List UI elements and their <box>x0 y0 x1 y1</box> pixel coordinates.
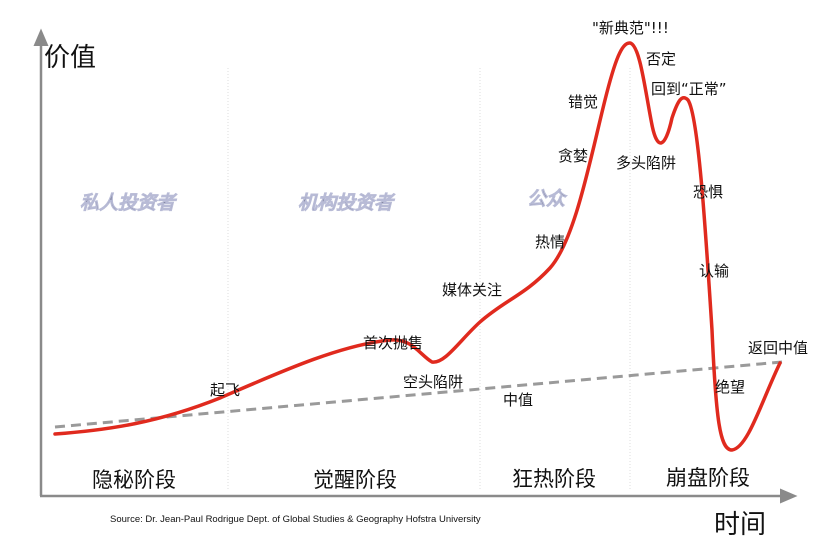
label-bull-trap: 多头陷阱 <box>616 154 676 172</box>
stage-awareness: 觉醒阶段 <box>313 468 397 492</box>
label-return-normal: 回到“正常” <box>651 80 727 98</box>
x-axis-label: 时间 <box>714 510 766 540</box>
label-new-paradigm: "新典范"!!! <box>592 19 669 37</box>
group-public: 公众 <box>527 188 568 210</box>
label-first-sell-off: 首次抛售 <box>363 334 423 352</box>
stage-blow-off: 崩盘阶段 <box>666 466 750 490</box>
mean-line <box>54 360 783 429</box>
group-private-investors: 私人投资者 <box>80 192 178 214</box>
label-greed: 贪婪 <box>558 147 588 165</box>
y-axis-label: 价值 <box>44 43 96 73</box>
label-media-attention: 媒体关注 <box>442 281 502 299</box>
source-credit: Source: Dr. Jean-Paul Rodrigue Dept. of … <box>110 514 481 525</box>
label-despair: 绝望 <box>715 378 745 396</box>
group-institutional-investors: 机构投资者 <box>298 192 396 214</box>
label-capitulation: 认输 <box>699 262 729 280</box>
stage-mania: 狂热阶段 <box>512 467 596 491</box>
label-bear-trap: 空头陷阱 <box>403 373 463 391</box>
label-enthusiasm: 热情 <box>535 233 565 251</box>
bubble-curve <box>53 41 782 452</box>
label-take-off: 起飞 <box>210 381 240 399</box>
label-mean: 中值 <box>503 391 533 409</box>
stage-stealth: 隐秘阶段 <box>92 468 176 492</box>
label-fear: 恐惧 <box>693 183 723 201</box>
label-delusion: 错觉 <box>568 93 598 111</box>
label-return-to-mean: 返回中值 <box>748 339 808 357</box>
label-denial: 否定 <box>646 50 676 68</box>
